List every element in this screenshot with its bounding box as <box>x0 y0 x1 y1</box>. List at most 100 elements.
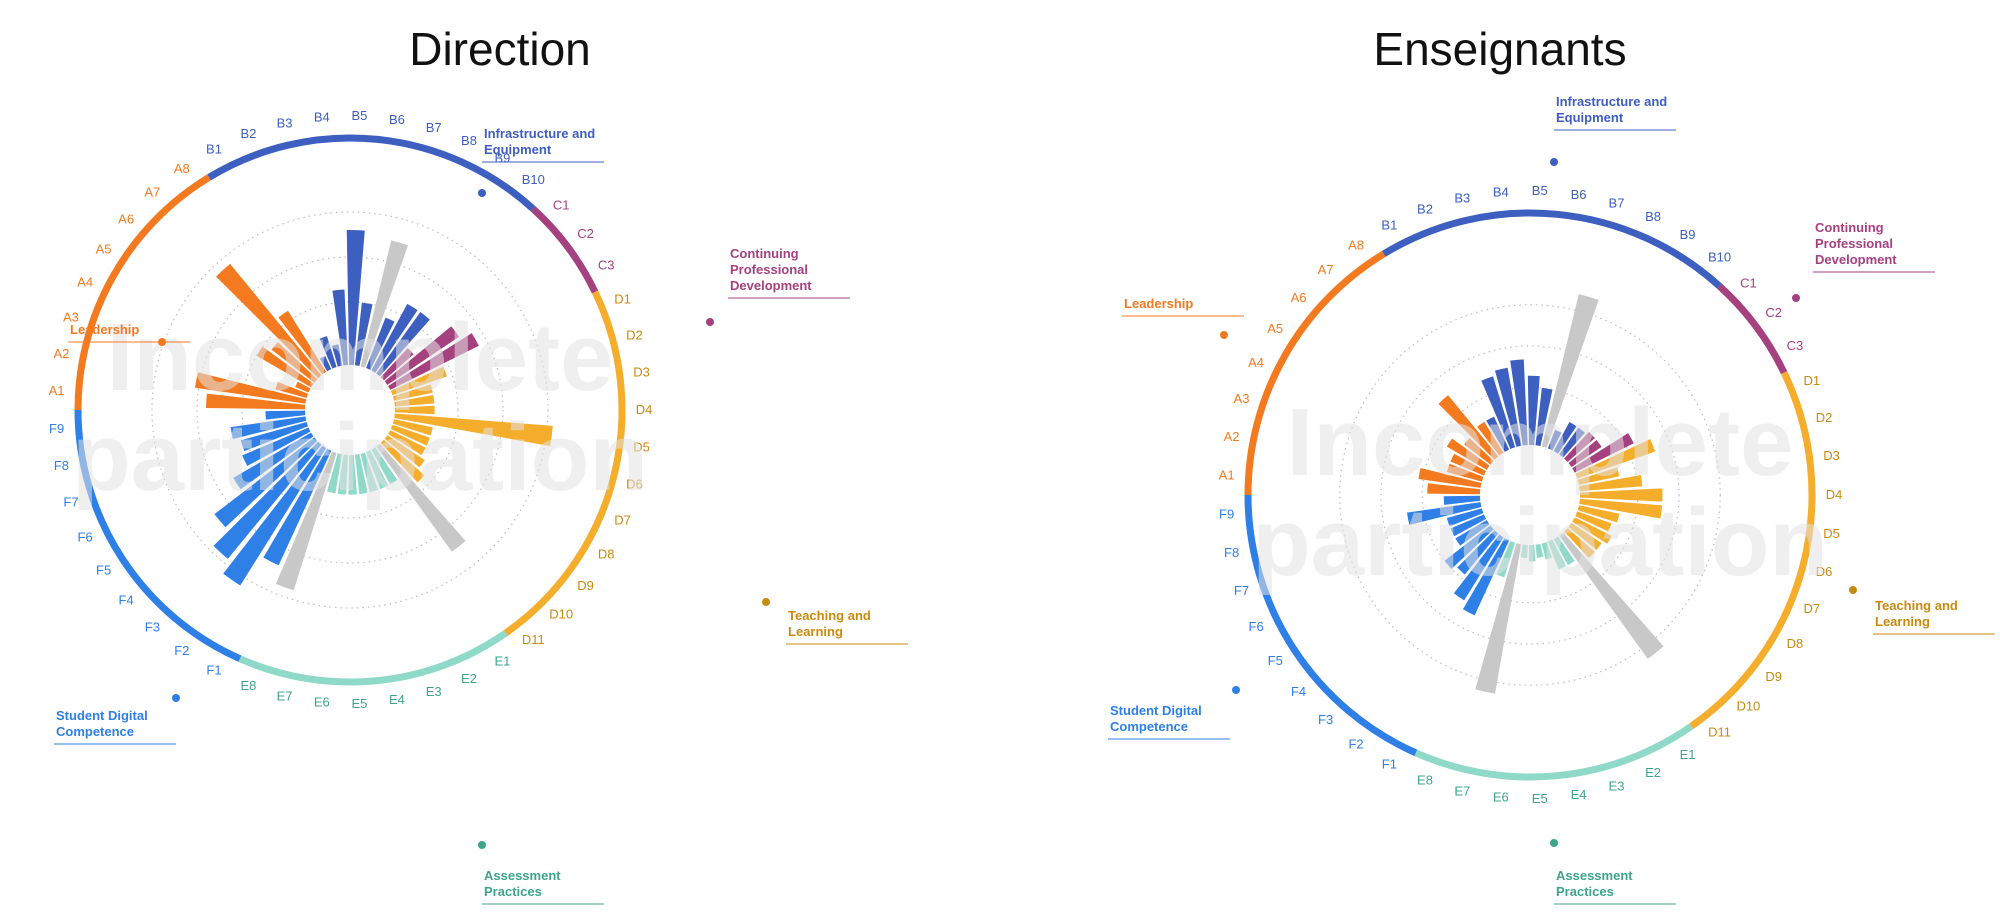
area-label-line: Equipment <box>484 142 552 157</box>
bar-A7 <box>1438 395 1499 460</box>
bar-F1 <box>263 448 332 566</box>
tick-label-F5: F5 <box>96 562 111 577</box>
bar-B10 <box>376 312 430 377</box>
bar-E8 <box>1496 540 1516 578</box>
tick-label-A8: A8 <box>1348 238 1364 253</box>
bar-D4 <box>394 405 435 415</box>
area-arc-assessment <box>1414 723 1694 781</box>
chart-title: Direction <box>409 23 591 75</box>
tick-label-B9: B9 <box>1680 227 1696 242</box>
bar-D6 <box>392 419 433 436</box>
bar-B7 <box>360 240 409 368</box>
area-arc-leadership <box>1244 250 1386 496</box>
tick-label-B8: B8 <box>1645 209 1661 224</box>
tick-label-B10: B10 <box>1708 249 1731 264</box>
bars <box>1407 294 1664 694</box>
tick-label-A6: A6 <box>118 211 134 226</box>
bar-F9 <box>1443 495 1481 505</box>
tick-label-A3: A3 <box>63 309 79 324</box>
area-label-line: Infrastructure and <box>484 126 595 141</box>
bar-F2 <box>223 445 327 586</box>
bar-C3 <box>388 333 479 390</box>
bar-C3 <box>1572 433 1634 473</box>
bar-E1 <box>371 447 398 485</box>
tick-label-E6: E6 <box>1493 790 1509 805</box>
tick-label-D9: D9 <box>577 578 594 593</box>
tick-label-A4: A4 <box>77 274 93 289</box>
tick-label-D2: D2 <box>626 327 643 342</box>
area-label-line: Professional <box>730 262 808 277</box>
bar-D11 <box>376 443 466 552</box>
grid-ring <box>151 211 549 609</box>
area-label-dot <box>1220 331 1228 339</box>
bar-F2 <box>1453 534 1504 601</box>
tick-label-A7: A7 <box>144 184 160 199</box>
tick-label-F4: F4 <box>1291 684 1306 699</box>
tick-label-C3: C3 <box>1787 338 1804 353</box>
bar-D2 <box>1577 467 1620 485</box>
bars <box>194 229 553 591</box>
bar-F1 <box>1462 538 1510 616</box>
area-label-line: Competence <box>1110 719 1188 734</box>
tick-label-D5: D5 <box>1823 526 1840 541</box>
bar-B3 <box>331 344 343 367</box>
tick-label-F7: F7 <box>63 495 78 510</box>
tick-label-E7: E7 <box>1454 783 1470 798</box>
bar-F5 <box>1455 520 1490 546</box>
area-label-line: Equipment <box>1556 110 1624 125</box>
bar-B3 <box>1494 367 1522 447</box>
enseignants-panel: Enseignants A1 A2 A3 A4 A5 A6 A7 A8 B1 B2 B3 B4 B5 B6… <box>1000 0 2000 916</box>
bar-E4 <box>354 454 368 495</box>
bar-C2 <box>1568 439 1602 468</box>
bar-A2 <box>1418 467 1482 488</box>
tick-label-F6: F6 <box>78 530 93 545</box>
bar-C1 <box>380 348 414 381</box>
bar-B4 <box>1510 359 1528 446</box>
tick-label-F2: F2 <box>174 643 189 658</box>
tick-label-E3: E3 <box>426 684 442 699</box>
bar-F9 <box>265 410 306 420</box>
watermark-line: Incomplete <box>1287 389 1794 496</box>
tick-label-E2: E2 <box>1645 765 1661 780</box>
tick-label-E4: E4 <box>1571 787 1587 802</box>
tick-label-D10: D10 <box>549 607 573 622</box>
tick-label-E7: E7 <box>277 689 293 704</box>
bar-A8 <box>278 310 327 375</box>
tick-label-D2: D2 <box>1816 410 1833 425</box>
area-label-line: Learning <box>788 624 843 639</box>
bar-B9 <box>371 303 418 373</box>
area-arcs <box>74 134 626 686</box>
tick-label-A3: A3 <box>1234 391 1250 406</box>
area-arc-cpd <box>530 206 599 294</box>
tick-labels: A1 A2 A3 A4 A5 A6 A7 A8 B1 B2 B3 B4 B5 B6 B7 B8 B9 B10 C1 C… <box>1219 183 1843 806</box>
bar-A6 <box>1464 438 1494 465</box>
bar-A5 <box>1446 438 1490 470</box>
tick-label-A4: A4 <box>1248 355 1264 370</box>
tick-label-F8: F8 <box>1224 545 1239 560</box>
grid-ring <box>1380 345 1680 645</box>
tick-label-F9: F9 <box>1219 506 1234 521</box>
area-label-line: Assessment <box>1556 868 1633 883</box>
bar-D5 <box>1579 498 1663 519</box>
bar-F5 <box>233 432 314 490</box>
bar-B9 <box>1553 421 1577 454</box>
bar-E7 <box>327 453 343 494</box>
bar-F6 <box>242 427 311 466</box>
tick-label-A2: A2 <box>1224 429 1240 444</box>
area-label-line: Assessment <box>484 868 561 883</box>
tick-label-B1: B1 <box>206 141 222 156</box>
area-arcs <box>1244 209 1816 781</box>
tick-label-A2: A2 <box>53 346 69 361</box>
bar-A5 <box>256 346 314 388</box>
bar-E7 <box>1475 543 1522 694</box>
area-arc-student <box>74 409 242 662</box>
bar-A4 <box>1450 453 1487 476</box>
bar-F3 <box>213 441 322 559</box>
tick-label-E5: E5 <box>351 696 367 711</box>
bar-A4 <box>295 381 311 393</box>
